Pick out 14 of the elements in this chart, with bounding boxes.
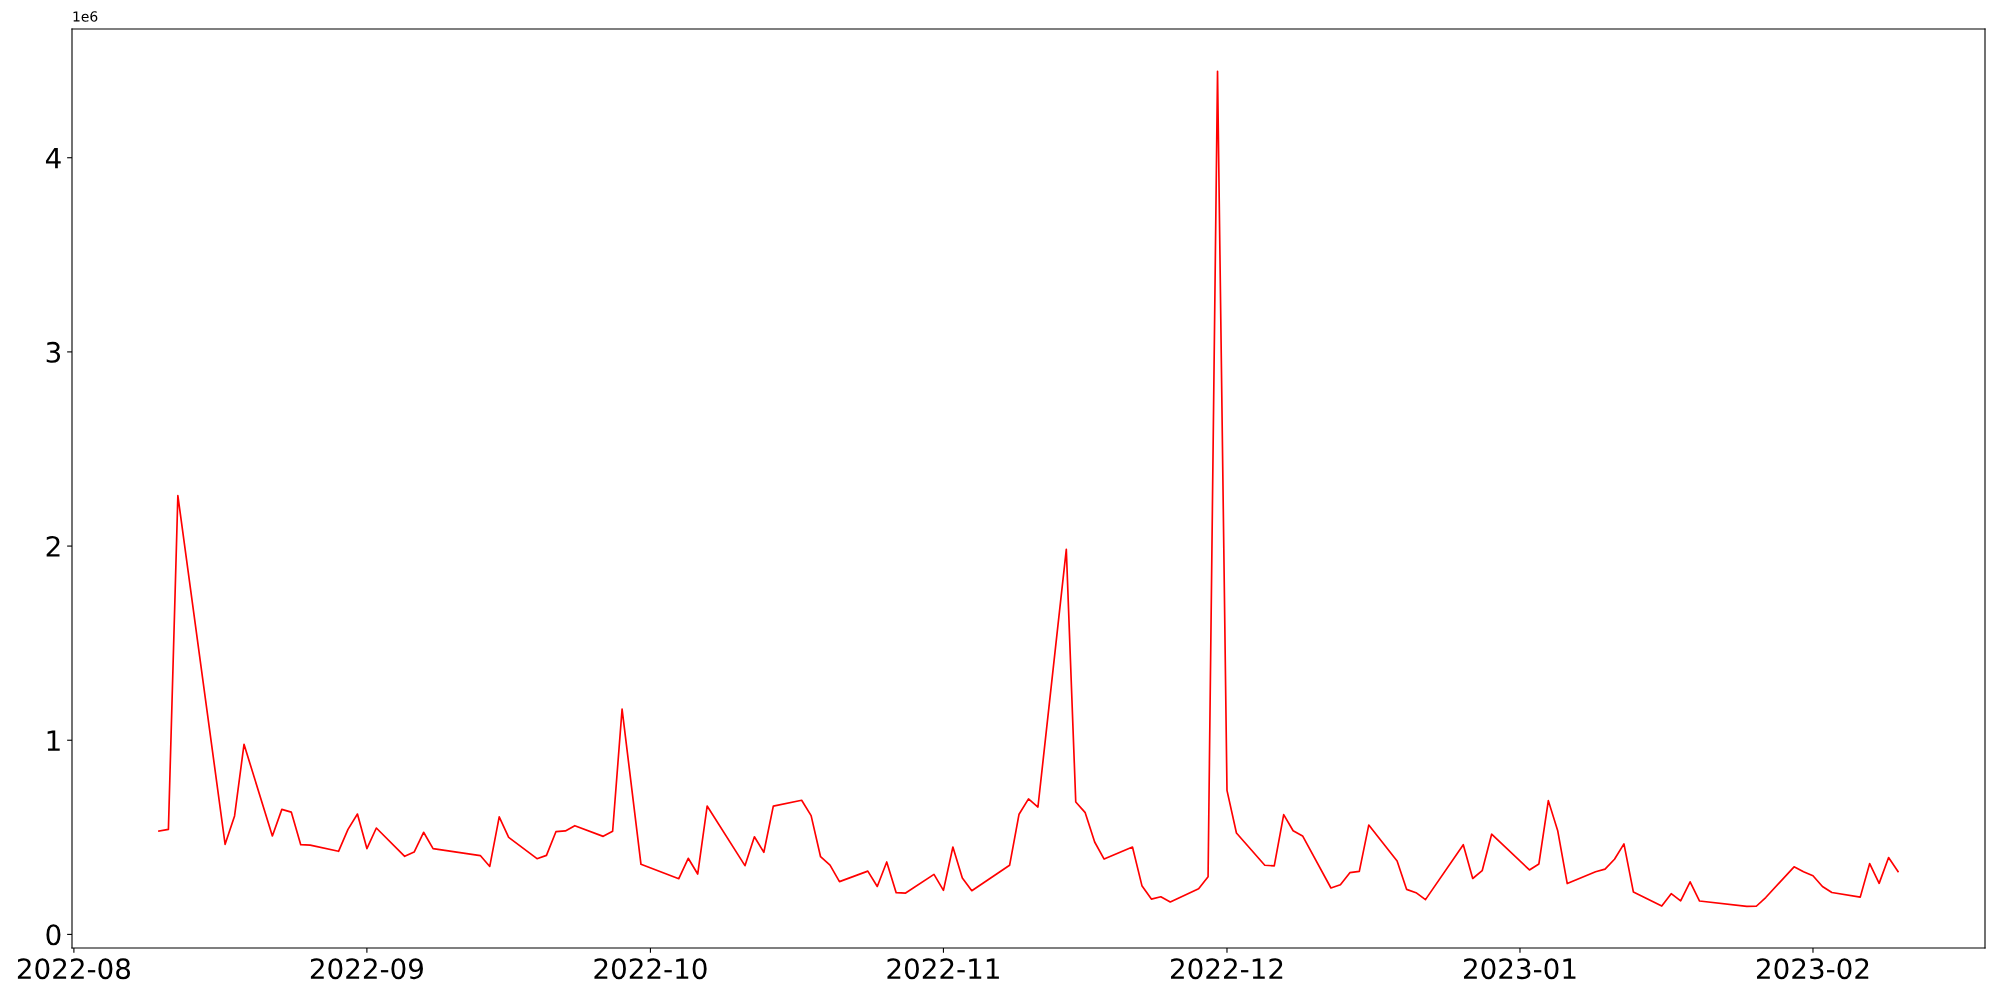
x-tick-label: 2023-02 (1756, 958, 1869, 980)
y-tick-label: 4 (45, 148, 61, 169)
x-tick-label: 2022-10 (594, 958, 707, 980)
y-tick-label: 2 (46, 536, 60, 557)
x-tick-label: 2022-09 (310, 958, 423, 980)
y-tick-label: 3 (46, 341, 61, 363)
x-tick-label: 2023-01 (1463, 958, 1576, 980)
y-tick-label: 0 (46, 924, 61, 946)
x-tick-label: 2022-12 (1170, 958, 1283, 980)
text: 1e6 (73, 11, 98, 22)
y-tick-label: 1 (47, 730, 60, 751)
line-series (158, 70, 1899, 908)
x-tick-label: 2022-08 (17, 958, 131, 980)
x-tick-label: 2022-11 (887, 958, 999, 980)
